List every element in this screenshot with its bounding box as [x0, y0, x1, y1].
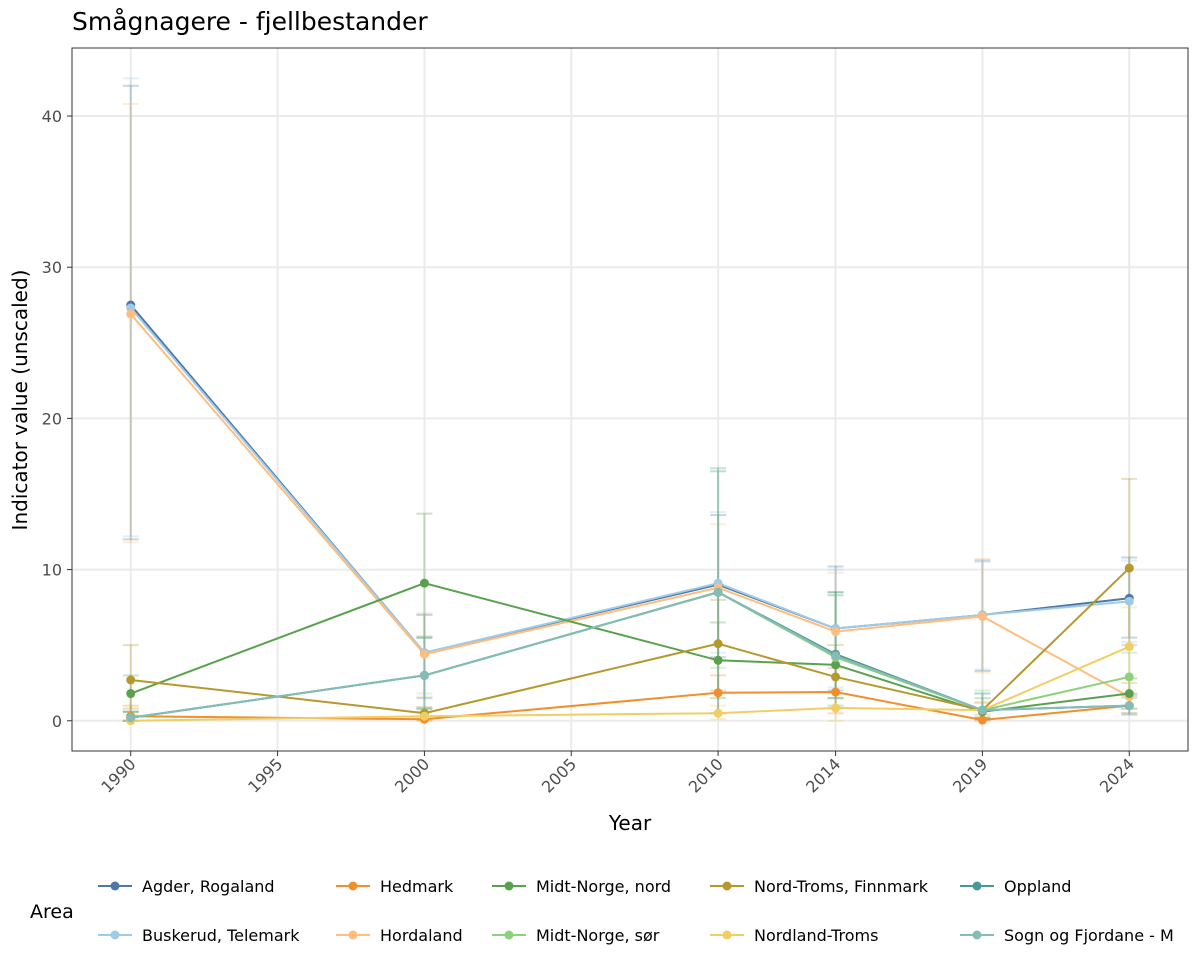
series-line [129, 304, 1130, 654]
data-point [831, 687, 841, 697]
data-point [977, 715, 987, 725]
x-tick-label: 2019 [949, 754, 991, 796]
legend-key-point [348, 881, 358, 891]
legend-label: Sogn og Fjordane - M [1004, 926, 1174, 945]
y-tick-label: 40 [42, 107, 62, 126]
data-point [126, 675, 136, 685]
plot-border [71, 47, 1189, 752]
series-line [130, 591, 1130, 719]
data-point [419, 578, 429, 588]
gridlines [72, 48, 1188, 751]
data-point [977, 705, 987, 715]
legend-key-point [504, 930, 514, 940]
data-point [713, 639, 723, 649]
data-point [831, 627, 841, 637]
axes: 0 10 20 30 40 1990 1995 2000 2005 2010 2014 2019 202… [42, 107, 1138, 797]
series-line [129, 307, 1130, 654]
legend-label: Buskerud, Telemark [142, 926, 300, 945]
error-bars [122, 77, 1138, 722]
data-point [1124, 701, 1134, 711]
legend-key-point [972, 930, 982, 940]
legend-key-point [972, 881, 982, 891]
data-point [126, 689, 136, 699]
y-tick-label: 30 [42, 258, 62, 277]
legend-label: Midt-Norge, nord [536, 877, 671, 896]
data-point [831, 703, 841, 713]
x-tick-label: 1995 [244, 754, 286, 796]
data-point [713, 688, 723, 698]
data-point [831, 672, 841, 682]
legend-label: Midt-Norge, sør [536, 926, 660, 945]
legend-label: Hordaland [380, 926, 463, 945]
x-tick-label: 2010 [685, 754, 727, 796]
legend-key-point [348, 930, 358, 940]
legend-key-point [722, 930, 732, 940]
x-axis-label: Year [608, 811, 652, 835]
data-point [831, 660, 841, 670]
legend-label: Nordland-Troms [754, 926, 878, 945]
legend-label: Agder, Rogaland [142, 877, 275, 896]
data-point [977, 611, 987, 621]
data-point [1124, 672, 1134, 682]
data-point [419, 670, 429, 680]
x-tick-label: 2000 [391, 754, 433, 796]
legend-key-point [110, 930, 120, 940]
legend-key-point [722, 881, 732, 891]
data-point [126, 713, 136, 723]
data-point [713, 708, 723, 718]
legend-label: Oppland [1004, 877, 1071, 896]
chart-title: Smågnagere - fjellbestander [72, 7, 428, 36]
legend-title: Area [30, 901, 74, 923]
x-tick-label: 1990 [97, 754, 139, 796]
legend-label: Nord-Troms, Finnmark [754, 877, 929, 896]
x-tick-label: 2024 [1096, 754, 1138, 796]
data-point [1124, 642, 1134, 652]
data-point [831, 651, 841, 661]
legend-label: Hedmark [380, 877, 454, 896]
data-point [1124, 563, 1134, 573]
y-tick-label: 10 [42, 561, 62, 580]
data-point [126, 309, 136, 319]
y-tick-label: 20 [42, 409, 62, 428]
series-lines [129, 304, 1130, 722]
legend-key-point [504, 881, 514, 891]
data-point [1124, 689, 1134, 699]
x-tick-label: 2014 [802, 754, 844, 796]
y-tick-label: 0 [52, 712, 62, 731]
data-point [419, 649, 429, 659]
series-line [130, 567, 1130, 715]
y-axis-label: Indicator value (unscaled) [8, 270, 32, 531]
series-line [130, 691, 1130, 722]
data-point [419, 711, 429, 721]
legend: Agder, Rogaland Buskerud, Telemark Hedmark… [98, 877, 1174, 945]
data-point [713, 655, 723, 665]
data-point [1124, 596, 1134, 606]
series-line [129, 313, 1130, 698]
series-line [130, 645, 1130, 722]
legend-key-point [110, 881, 120, 891]
x-tick-label: 2005 [538, 754, 580, 796]
data-point [713, 587, 723, 597]
series-line [130, 582, 1130, 713]
data-points [126, 300, 1134, 726]
